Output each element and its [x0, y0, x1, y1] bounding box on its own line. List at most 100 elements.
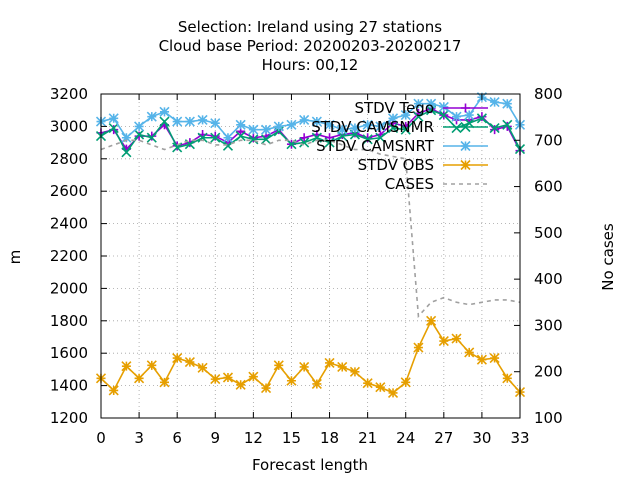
legend-marker-stdv-tego: [461, 103, 470, 113]
y2-tick-label: 100: [534, 409, 563, 427]
data-point-stdv-camsnmr: [210, 132, 221, 143]
x-tick-label: 9: [210, 429, 220, 447]
x-tick-label: 0: [96, 429, 106, 447]
data-point-stdv-camsnmr: [476, 113, 487, 124]
data-point-stdv-camsnmr: [146, 132, 157, 143]
data-point-stdv-obs: [286, 375, 297, 386]
y2-tick-label: 300: [534, 316, 563, 334]
data-point-stdv-camsnmr: [311, 132, 322, 143]
y-tick-label: 2800: [50, 150, 88, 168]
data-point-stdv-camsnrt: [362, 119, 373, 130]
x-tick-label: 18: [320, 429, 339, 447]
legend-label-stdv-obs: STDV OBS: [358, 156, 434, 174]
y-tick-label: 3000: [50, 117, 88, 135]
data-point-stdv-obs: [108, 385, 119, 396]
data-point-stdv-camsnrt: [210, 118, 221, 129]
legend-label-cases: CASES: [385, 175, 434, 193]
data-point-stdv-obs: [400, 377, 411, 388]
data-point-stdv-tego: [325, 133, 335, 143]
data-point-stdv-obs: [260, 382, 272, 394]
x-tick-label: 6: [172, 429, 182, 447]
data-point-stdv-obs: [210, 374, 221, 385]
data-point-stdv-obs: [502, 373, 513, 384]
data-point-stdv-camsnrt: [413, 98, 424, 109]
legend-marker-stdv-obs: [460, 159, 471, 171]
data-point-stdv-tego: [147, 131, 157, 141]
data-point-stdv-camsnrt: [184, 116, 195, 127]
data-point-stdv-obs: [451, 333, 462, 344]
x-tick-label: 30: [472, 429, 491, 447]
x-tick-label: 12: [244, 429, 263, 447]
data-point-stdv-camsnrt: [172, 116, 183, 127]
y2-axis-label: No cases: [599, 223, 617, 291]
data-point-stdv-tego: [210, 131, 220, 141]
data-point-stdv-obs: [172, 352, 183, 364]
data-point-stdv-camsnmr: [222, 140, 234, 151]
data-point-stdv-tego: [248, 133, 258, 143]
data-point-stdv-camsnrt: [222, 132, 234, 143]
legend-marker-stdv-camsnrt: [460, 140, 471, 152]
data-point-stdv-obs: [159, 377, 170, 388]
data-point-stdv-camsnmr: [108, 122, 119, 134]
data-point-stdv-obs: [273, 360, 284, 371]
data-point-stdv-camsnrt: [400, 109, 411, 121]
y-tick-label: 1400: [50, 377, 88, 395]
data-point-stdv-camsnrt: [108, 113, 119, 124]
x-tick-label: 3: [134, 429, 144, 447]
legend-marker-stdv-camsnmr: [460, 121, 471, 133]
data-point-stdv-camsnrt: [438, 101, 449, 113]
x-tick-label: 24: [396, 429, 415, 447]
data-point-stdv-tego: [299, 133, 309, 143]
series-line-cases: [100, 139, 521, 319]
series-cases: [100, 139, 521, 319]
data-point-stdv-tego: [490, 125, 500, 135]
data-point-stdv-camsnrt: [464, 109, 475, 121]
x-tick-label: 33: [510, 429, 529, 447]
data-point-stdv-camsnmr: [260, 134, 272, 145]
y-tick-label: 2600: [50, 182, 88, 200]
data-point-stdv-obs: [222, 372, 234, 383]
chart-title-line-2: Cloud base Period: 20200203-20200217: [159, 37, 462, 55]
data-point-stdv-obs: [134, 373, 145, 384]
data-point-stdv-camsnrt: [337, 124, 348, 135]
y2-tick-label: 400: [534, 270, 563, 288]
data-point-stdv-obs: [476, 354, 487, 365]
y2-tick-label: 700: [534, 131, 563, 149]
data-point-stdv-camsnmr: [121, 147, 132, 158]
chart-title: Selection: Ireland using 27 stations Clo…: [159, 18, 462, 74]
series-line-stdv-camsnmr: [100, 109, 521, 154]
x-axis-label: Forecast length: [252, 456, 368, 474]
data-point-stdv-tego: [134, 131, 144, 141]
data-point-stdv-camsnmr: [387, 122, 399, 134]
data-point-stdv-camsnrt: [235, 119, 246, 130]
data-point-stdv-camsnrt: [311, 116, 322, 127]
plot-series: [95, 92, 526, 398]
data-point-stdv-obs: [197, 362, 208, 373]
y2-tick-label: 600: [534, 178, 563, 196]
data-point-stdv-obs: [426, 315, 437, 326]
data-point-stdv-camsnmr: [159, 116, 170, 127]
data-point-stdv-obs: [375, 382, 386, 393]
data-point-stdv-camsnmr: [400, 124, 411, 135]
y2-tick-label: 500: [534, 224, 563, 242]
data-point-stdv-camsnmr: [438, 109, 449, 121]
series-stdv-camsnmr: [95, 105, 526, 158]
y-tick-label: 2200: [50, 247, 88, 265]
data-point-stdv-camsnmr: [134, 129, 145, 140]
y-tick-label: 3200: [50, 85, 88, 103]
data-point-stdv-obs: [387, 387, 399, 398]
data-point-stdv-camsnrt: [489, 97, 500, 108]
data-point-stdv-camsnrt: [286, 119, 297, 130]
legend-label-stdv-camsnmr: STDV CAMSNMR: [311, 118, 434, 136]
data-point-stdv-tego: [477, 112, 487, 122]
data-point-stdv-obs: [311, 378, 322, 390]
data-point-stdv-obs: [413, 342, 424, 353]
data-point-stdv-camsnrt: [349, 122, 361, 134]
series-stdv-camsnrt: [95, 92, 526, 143]
data-point-stdv-camsnmr: [235, 131, 246, 142]
data-point-stdv-camsnrt: [273, 121, 284, 132]
data-point-stdv-camsnrt: [248, 124, 259, 135]
y2-tick-label: 200: [534, 363, 563, 381]
